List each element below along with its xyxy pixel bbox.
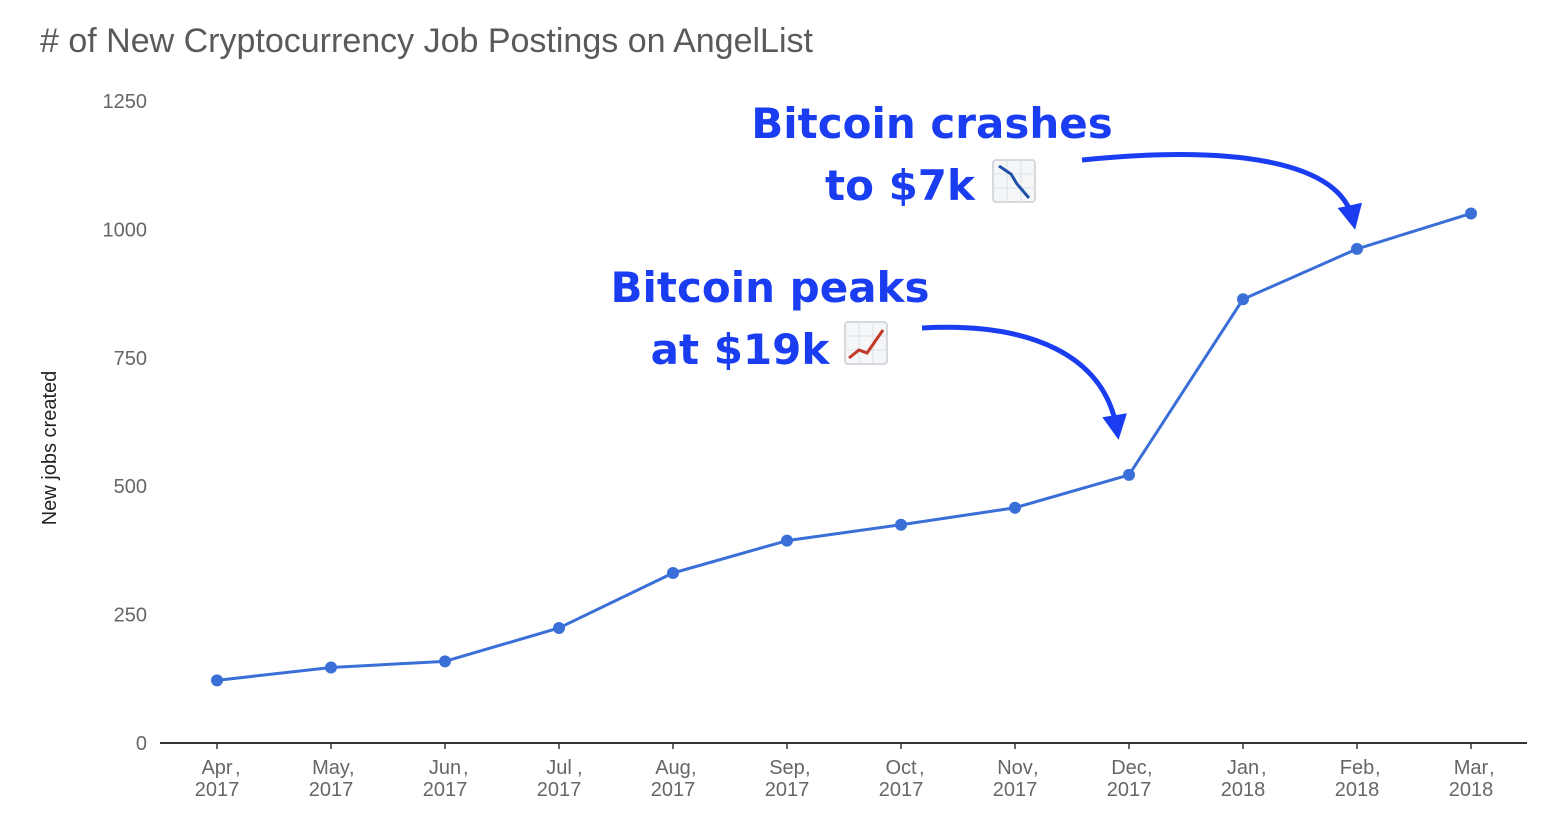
y-tick-label: 1000 [103,219,148,241]
x-tick-label-separator: , [463,757,469,779]
x-tick-label-year: 2018 [1449,779,1494,801]
x-tick-label-year: 2017 [765,779,810,801]
data-point [667,566,679,579]
annotation-crash: Bitcoin crashes to $7k [751,99,1363,230]
x-tick-label-separator: , [1147,757,1153,779]
x-tick-label-separator: , [349,757,355,779]
data-point [553,621,565,634]
y-tick-label: 250 [114,605,147,627]
x-tick-label-separator: , [577,757,583,779]
annotation-crash-arrow [1081,152,1363,230]
series-line [216,212,1472,682]
x-tick-label-year: 2017 [1107,779,1152,801]
x-tick-label-separator: , [1375,757,1381,779]
data-point [895,518,907,531]
x-tick-label-year: 2017 [993,779,1038,801]
x-tick-label-month: Dec [1111,757,1147,779]
annotation-peak: Bitcoin peaks at $19k [611,263,1127,440]
data-point [1465,207,1477,220]
x-tick-label-year: 2017 [423,779,468,801]
x-tick-label-year: 2017 [879,779,924,801]
y-axis-label: New jobs created [39,371,61,526]
x-tick-label-separator: , [235,757,241,779]
data-point [325,661,337,674]
x-tick-label-separator: , [805,757,811,779]
annotation-peak-line2: at $19k [651,325,831,374]
x-tick-label-month: Aug [655,757,691,779]
y-tick-label: 1250 [103,91,148,113]
x-tick-label-year: 2017 [195,779,240,801]
data-point [781,534,793,547]
x-tick-label-year: 2018 [1335,779,1380,801]
y-axis-ticks: 0 250 500 750 1000 1250 [103,91,148,755]
x-tick-label-separator: , [1489,757,1495,779]
chart-increasing-icon [844,321,888,365]
annotation-crash-line2: to $7k [825,161,976,210]
x-tick-label-separator: , [919,757,925,779]
x-tick-label-month: Sep [769,757,805,779]
x-tick-label-separator: , [1033,757,1039,779]
data-point [1351,242,1363,255]
data-point [1237,293,1249,306]
annotation-crash-line1: Bitcoin crashes [751,99,1113,148]
y-tick-label: 500 [114,476,147,498]
chart-title: # of New Cryptocurrency Job Postings on … [40,22,814,60]
annotation-peak-line1: Bitcoin peaks [611,263,930,312]
x-tick-label-month: Mar [1454,757,1489,779]
data-point [211,674,223,687]
data-point [439,655,451,668]
x-tick-label-year: 2018 [1221,779,1266,801]
x-tick-label-month: Nov [997,757,1033,779]
x-tick-label-separator: , [691,757,697,779]
y-tick-label: 0 [136,733,147,755]
data-points [211,207,1477,687]
x-tick-label-month: May [312,757,350,779]
x-tick-label-year: 2017 [309,779,354,801]
x-tick-label-separator: , [1261,757,1267,779]
data-point [1009,501,1021,514]
data-point [1123,468,1135,481]
x-tick-label-year: 2017 [537,779,582,801]
x-tick-label-year: 2017 [651,779,696,801]
x-tick-label-month: Jul [546,757,572,779]
chart-decreasing-icon [992,159,1036,203]
y-tick-label: 750 [114,348,147,370]
annotation-peak-arrow [921,324,1127,440]
x-tick-label-month: Apr [201,757,232,779]
x-tick-label-month: Feb [1340,757,1374,779]
x-tick-label-month: Oct [885,757,917,779]
x-tick-label-month: Jun [429,757,461,779]
x-tick-label-month: Jan [1227,757,1259,779]
